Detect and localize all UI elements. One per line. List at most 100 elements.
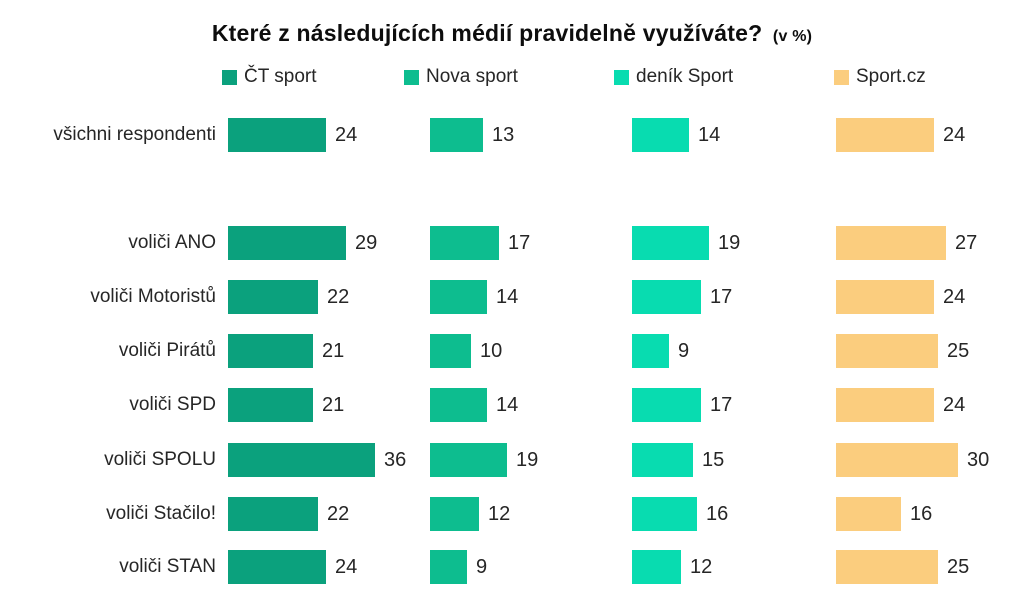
legend-item-sport-cz: Sport.cz xyxy=(834,64,926,90)
category-label: voliči Motoristů xyxy=(90,286,216,307)
bar xyxy=(430,550,467,584)
panel-sport-cz: 24 xyxy=(836,280,965,314)
legend-item-nova-sport: Nova sport xyxy=(404,64,518,90)
panel-denik-sport: 19 xyxy=(632,226,740,260)
legend-label: Nova sport xyxy=(426,66,518,87)
panel-nova-sport: 17 xyxy=(430,226,530,260)
panel-sport-cz: 27 xyxy=(836,226,977,260)
category-label: voliči ANO xyxy=(128,232,216,253)
legend-label: ČT sport xyxy=(244,66,317,87)
panel-nova-sport: 13 xyxy=(430,118,514,152)
panel-denik-sport: 16 xyxy=(632,497,728,531)
bar-value-label: 21 xyxy=(322,393,345,416)
chart-title-text: Které z následujících médií pravidelně v… xyxy=(211,20,763,46)
panel-denik-sport: 17 xyxy=(632,280,732,314)
chart-title: Které z následujících médií pravidelně v… xyxy=(0,20,1024,47)
panel-ct-sport: 22 xyxy=(228,280,349,314)
bar xyxy=(836,334,938,368)
bar xyxy=(836,497,901,531)
category-label: voliči Pirátů xyxy=(118,340,216,361)
panel-sport-cz: 25 xyxy=(836,334,969,368)
bar-value-label: 22 xyxy=(327,285,350,308)
bar xyxy=(430,226,499,260)
bar-value-label: 17 xyxy=(710,393,733,416)
bar-value-label: 36 xyxy=(384,448,407,471)
panel-sport-cz: 16 xyxy=(836,497,932,531)
bar xyxy=(228,443,375,477)
chart-row-vsichni-respondenti: všichni respondenti 24 13 14 24 xyxy=(0,118,1024,152)
chart-row-volici-motoristu: voliči Motoristů 22 14 17 24 xyxy=(0,280,1024,314)
bar xyxy=(836,280,934,314)
bar-value-label: 17 xyxy=(508,231,531,254)
legend-swatch-icon xyxy=(404,69,419,85)
bar-value-label: 22 xyxy=(327,502,350,525)
panel-ct-sport: 24 xyxy=(228,550,357,584)
panel-denik-sport: 12 xyxy=(632,550,712,584)
bar xyxy=(836,226,946,260)
category-label: voliči STAN xyxy=(119,556,216,577)
panel-ct-sport: 22 xyxy=(228,497,349,531)
bar-value-label: 12 xyxy=(488,502,511,525)
bar xyxy=(228,280,318,314)
bar-value-label: 9 xyxy=(476,555,488,578)
legend-label: deník Sport xyxy=(636,66,734,87)
bar-value-label: 17 xyxy=(710,285,733,308)
bar-value-label: 19 xyxy=(718,231,741,254)
bar xyxy=(430,443,507,477)
panel-sport-cz: 25 xyxy=(836,550,969,584)
bar xyxy=(228,334,313,368)
category-label: voliči SPD xyxy=(129,394,216,415)
chart-row-volici-stacilo: voliči Stačilo! 22 12 16 16 xyxy=(0,497,1024,531)
chart-row-volici-piratu: voliči Pirátů 21 10 9 25 xyxy=(0,334,1024,368)
category-label: všichni respondenti xyxy=(53,124,216,145)
panel-nova-sport: 14 xyxy=(430,280,518,314)
bar-value-label: 16 xyxy=(706,502,729,525)
bar xyxy=(632,497,697,531)
legend: ČT sport Nova sport deník Sport Sport.cz xyxy=(0,64,1024,92)
panel-ct-sport: 21 xyxy=(228,334,344,368)
category-label: voliči Stačilo! xyxy=(106,503,216,524)
bar-value-label: 21 xyxy=(322,339,345,362)
bar-value-label: 25 xyxy=(947,339,970,362)
bar xyxy=(836,118,934,152)
panel-ct-sport: 29 xyxy=(228,226,377,260)
bar xyxy=(632,334,669,368)
bar xyxy=(228,497,318,531)
panel-nova-sport: 12 xyxy=(430,497,510,531)
panel-nova-sport: 14 xyxy=(430,388,518,422)
bar xyxy=(430,118,483,152)
panel-ct-sport: 21 xyxy=(228,388,344,422)
bar-value-label: 16 xyxy=(910,502,933,525)
bar xyxy=(632,118,689,152)
bar-value-label: 14 xyxy=(698,123,721,146)
bar-value-label: 14 xyxy=(496,285,519,308)
bar-value-label: 14 xyxy=(496,393,519,416)
bar xyxy=(430,497,479,531)
panel-denik-sport: 14 xyxy=(632,118,720,152)
bar-value-label: 9 xyxy=(678,339,690,362)
category-label: voliči SPOLU xyxy=(104,449,216,470)
bar xyxy=(836,388,934,422)
bar-value-label: 29 xyxy=(355,231,378,254)
bar-value-label: 10 xyxy=(480,339,503,362)
chart-row-volici-stan: voliči STAN 24 9 12 25 xyxy=(0,550,1024,584)
bar xyxy=(430,334,471,368)
legend-swatch-icon xyxy=(614,69,629,85)
panel-nova-sport: 19 xyxy=(430,443,538,477)
panel-denik-sport: 17 xyxy=(632,388,732,422)
bar xyxy=(228,118,326,152)
bar xyxy=(836,550,938,584)
bar xyxy=(632,388,701,422)
bar-value-label: 24 xyxy=(335,123,358,146)
bar-value-label: 12 xyxy=(690,555,713,578)
bar xyxy=(228,388,313,422)
bar xyxy=(228,550,326,584)
panel-sport-cz: 30 xyxy=(836,443,989,477)
panel-denik-sport: 9 xyxy=(632,334,689,368)
panel-nova-sport: 9 xyxy=(430,550,487,584)
legend-label: Sport.cz xyxy=(856,66,926,87)
bar xyxy=(836,443,958,477)
bar xyxy=(430,388,487,422)
chart-row-volici-spolu: voliči SPOLU 36 19 15 30 xyxy=(0,443,1024,477)
